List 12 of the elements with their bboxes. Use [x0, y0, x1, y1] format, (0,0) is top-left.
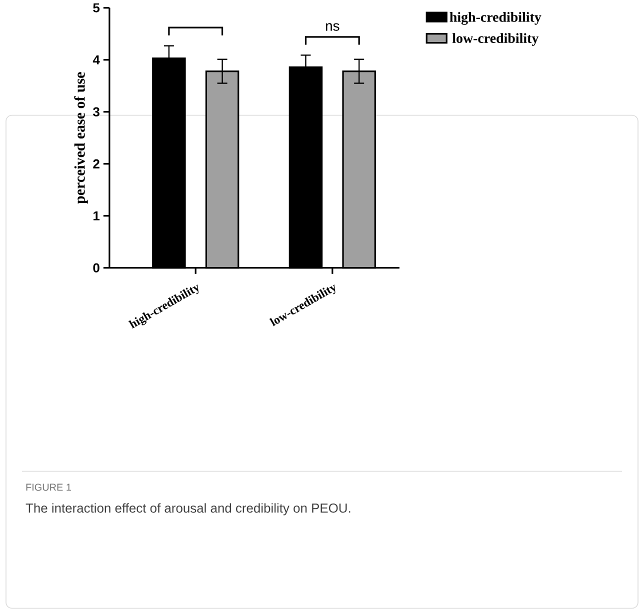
y-tick-label: 2 — [93, 159, 100, 168]
y-axis-title: perceived ease of use — [74, 72, 88, 204]
legend-label: low-credibility — [452, 33, 539, 46]
y-tick-label: 0 — [93, 263, 100, 272]
caption: FIGURE 1 — [26, 484, 71, 491]
y-tick-label: 5 — [93, 3, 100, 12]
text: The interaction effect of arousal and credibility on PEOU. — [26, 503, 350, 516]
y-tick-label: 4 — [92, 55, 100, 64]
y-tick-label: 3 — [93, 107, 100, 116]
y-tick-label: 1 — [94, 211, 100, 220]
legend-label: high-credibility — [450, 12, 542, 25]
annotation: ns — [326, 23, 340, 31]
